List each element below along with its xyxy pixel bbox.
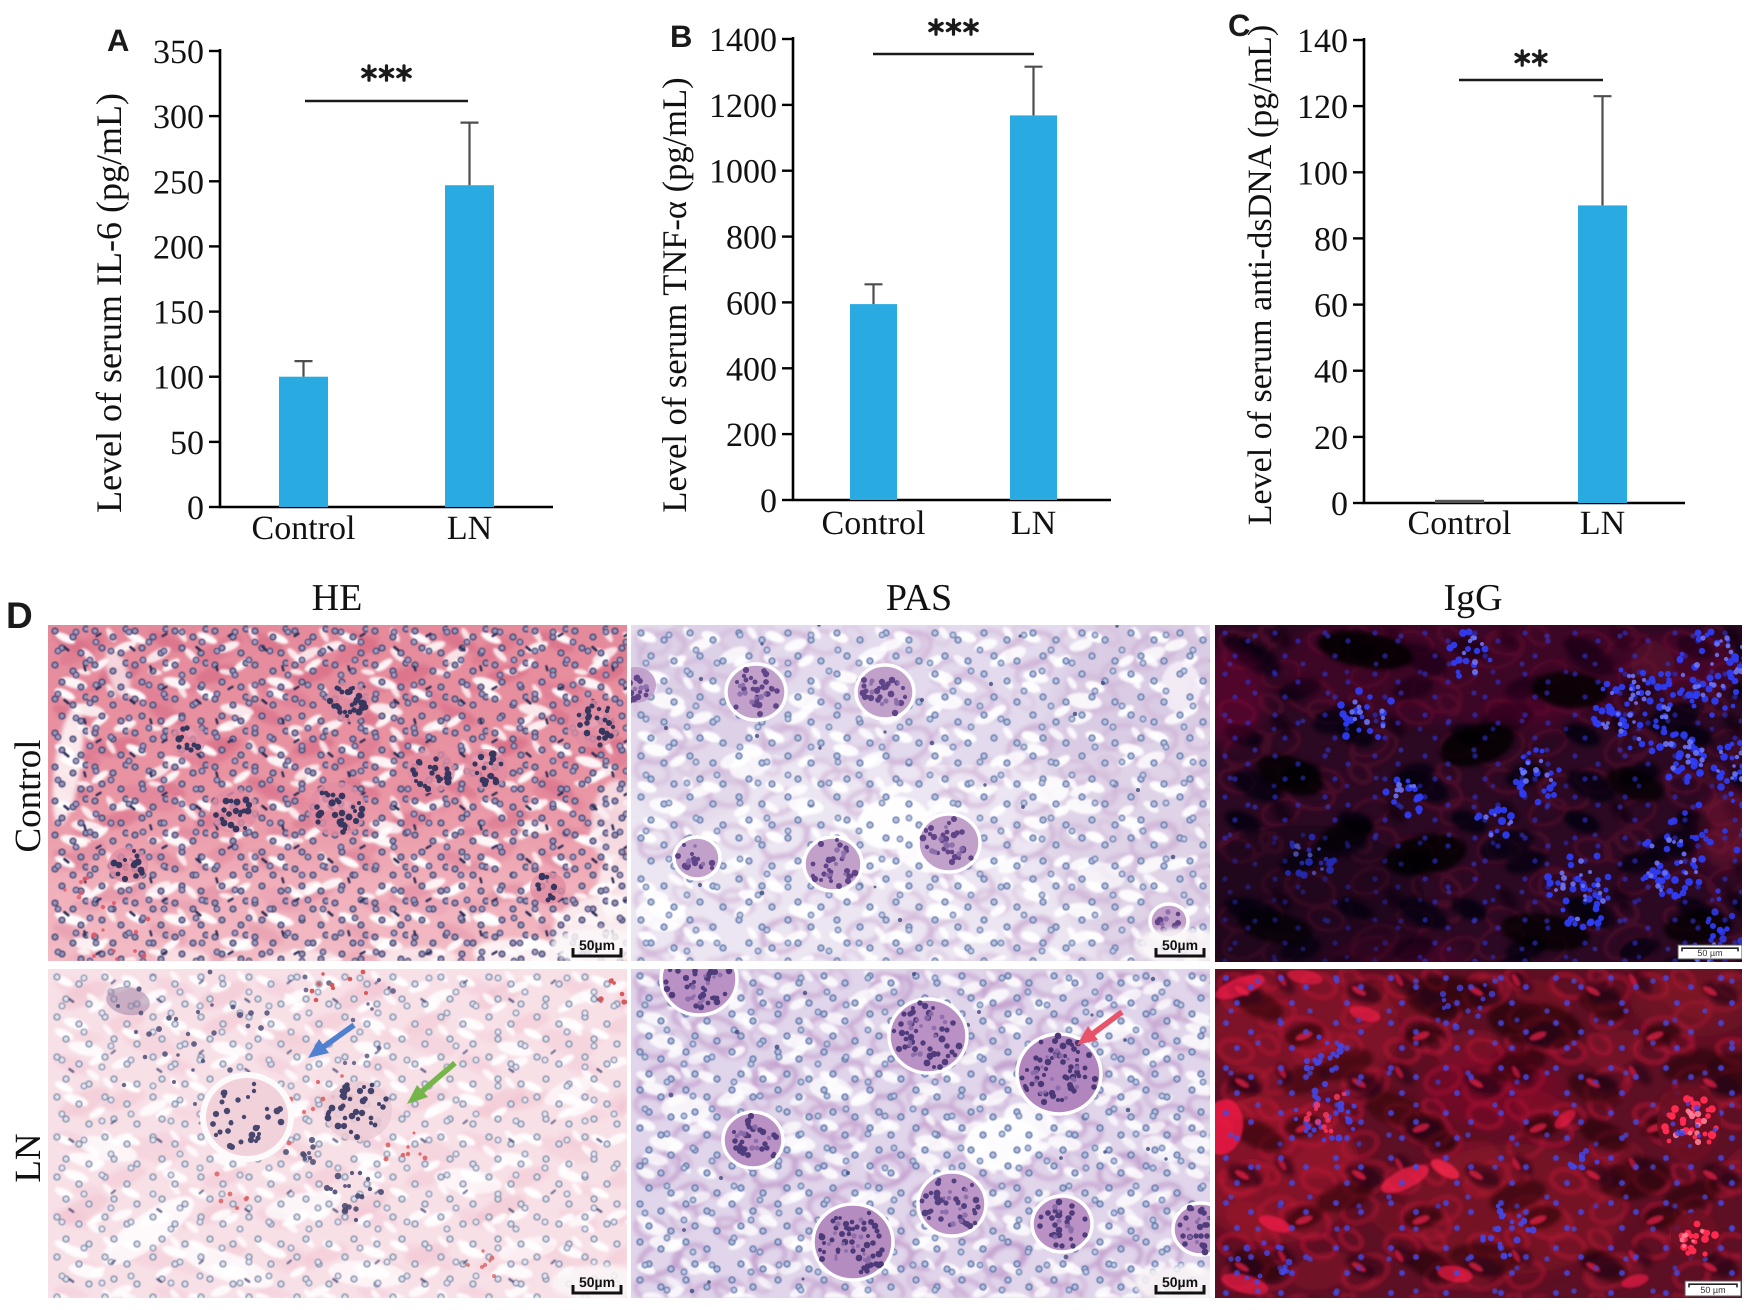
svg-text:Level of serum IL-6 (pg/mL): Level of serum IL-6 (pg/mL) [89,93,129,513]
svg-text:PAS: PAS [886,577,952,619]
svg-text:D: D [6,595,33,636]
svg-text:Control: Control [1408,505,1512,542]
svg-text:120: 120 [1297,89,1348,126]
svg-text:100: 100 [153,360,204,397]
svg-text:Control: Control [822,505,926,542]
svg-text:1400: 1400 [709,22,777,59]
svg-text:50µm: 50µm [1162,1274,1198,1290]
svg-text:800: 800 [726,220,777,257]
svg-text:200: 200 [726,417,777,454]
svg-text:50µm: 50µm [579,1274,615,1290]
svg-text:1200: 1200 [709,88,777,125]
svg-text:600: 600 [726,285,777,322]
svg-text:80: 80 [1314,221,1348,258]
svg-text:LN: LN [8,1133,49,1182]
svg-text:50: 50 [170,425,204,462]
svg-text:300: 300 [153,99,204,136]
svg-text:Control: Control [8,739,49,852]
svg-text:140: 140 [1297,23,1348,60]
svg-text:0: 0 [760,483,777,520]
svg-text:40: 40 [1314,354,1348,391]
svg-text:0: 0 [1331,486,1348,523]
svg-text:B: B [670,19,692,54]
svg-text:250: 250 [153,164,204,201]
svg-text:1000: 1000 [709,154,777,191]
svg-text:LN: LN [1011,505,1056,542]
svg-text:400: 400 [726,351,777,388]
svg-text:Level of serum TNF-α (pg/mL): Level of serum TNF-α (pg/mL) [656,77,694,512]
svg-text:A: A [107,23,129,58]
svg-text:200: 200 [153,229,204,266]
svg-text:350: 350 [153,34,204,71]
svg-text:HE: HE [312,577,363,619]
svg-text:C: C [1228,8,1250,43]
svg-text:60: 60 [1314,288,1348,325]
svg-text:IgG: IgG [1443,577,1502,619]
svg-text:150: 150 [153,295,204,332]
svg-text:Level of serum anti-dsDNA (pg/: Level of serum anti-dsDNA (pg/mL) [1242,25,1279,525]
svg-text:LN: LN [447,510,492,547]
svg-text:LN: LN [1580,505,1625,542]
svg-text:50 µm: 50 µm [1697,948,1722,958]
svg-text:0: 0 [187,490,204,527]
svg-text:50µm: 50µm [1162,937,1198,953]
svg-text:20: 20 [1314,420,1348,457]
svg-text:50µm: 50µm [579,937,615,953]
svg-text:50 µm: 50 µm [1700,1285,1725,1295]
svg-text:100: 100 [1297,155,1348,192]
svg-text:Control: Control [252,510,356,547]
